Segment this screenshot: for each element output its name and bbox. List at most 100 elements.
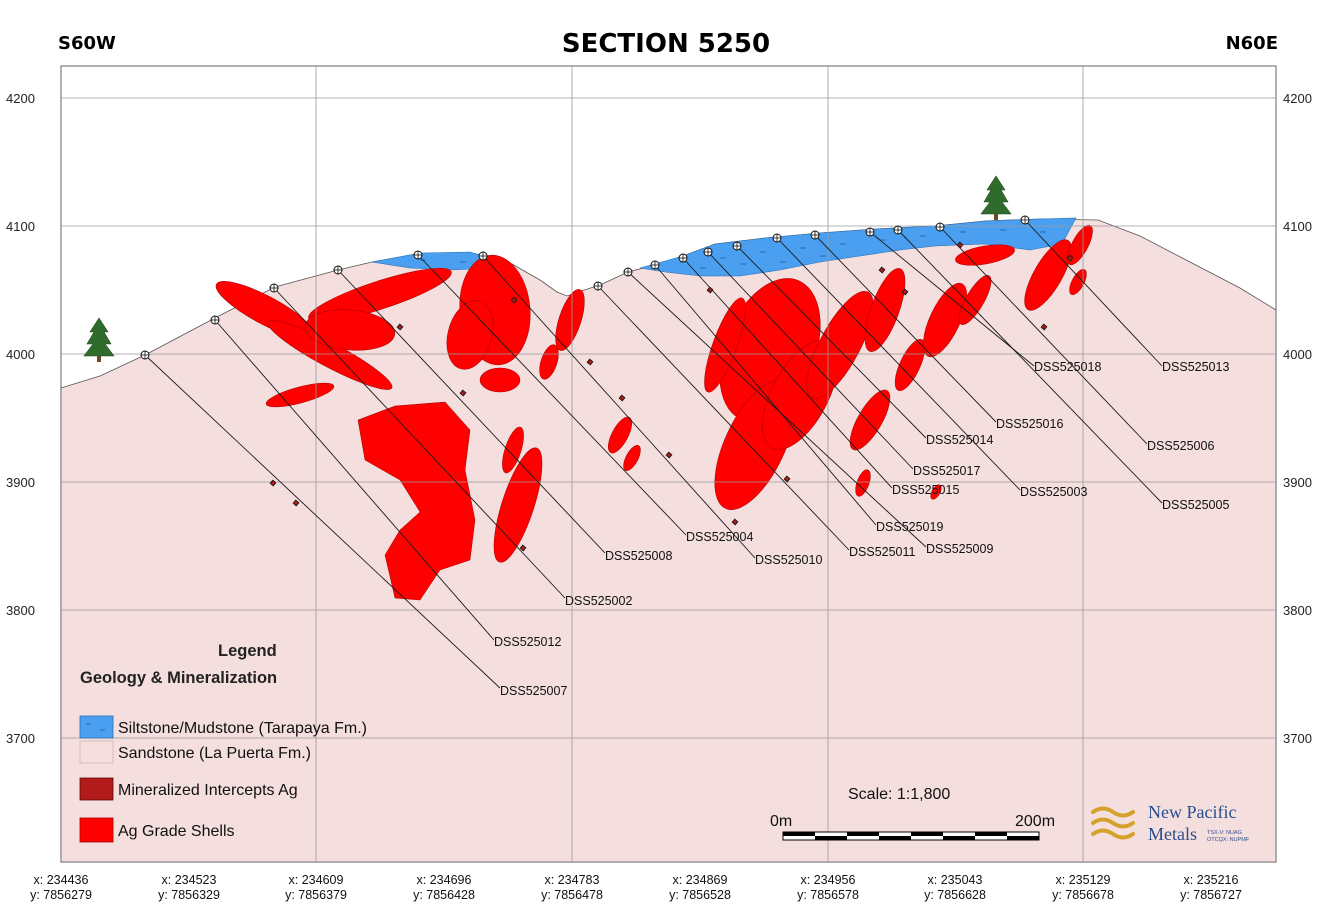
elevation-tick: 3900: [6, 475, 35, 490]
sandstone-unit: [60, 218, 1277, 863]
drillhole-label: DSS525019: [876, 520, 943, 534]
elevation-tick: 4000: [1283, 347, 1312, 362]
legend-swatch-siltstone: [79, 715, 114, 739]
elevation-tick: 4200: [6, 91, 35, 106]
drillhole-label: DSS525002: [565, 594, 632, 608]
mineralized-intercept: [618, 394, 626, 402]
drill-collar-icon: [623, 267, 633, 277]
wave-icon: [1091, 806, 1135, 840]
legend-swatch-grade-shells: [79, 817, 114, 843]
drillhole-trace: [417, 254, 687, 536]
legend-swatch-intercepts: [79, 777, 114, 801]
siltstone-dashes: [420, 229, 1046, 269]
mineralized-intercept: [665, 451, 673, 459]
drillhole-traces: [144, 219, 1163, 689]
drillhole-trace: [897, 229, 1163, 504]
drill-collar-icon: [413, 250, 423, 260]
drillhole-trace: [214, 319, 495, 641]
drill-collar-icon: [772, 233, 782, 243]
ag-grade-shells: [215, 224, 1093, 601]
coord-x: x: 234869: [673, 873, 728, 887]
drill-collar-icon: [678, 253, 688, 263]
drillhole-trace: [736, 245, 927, 439]
drill-collar-icon: [1020, 215, 1030, 225]
drillhole-label: DSS525008: [605, 549, 672, 563]
mineralized-intercept: [292, 499, 300, 507]
coord-y: y: 7856329: [158, 888, 220, 902]
drill-collar-icon: [893, 225, 903, 235]
mineralized-intercept: [956, 241, 964, 249]
coordinate-labels: x: 234436 y: 7856279 x: 234523 y: 785632…: [30, 873, 1242, 902]
drillhole-labels: DSS525007 DSS525012 DSS525002 DSS525008 …: [494, 360, 1229, 698]
drillhole-label: DSS525005: [1162, 498, 1229, 512]
elevation-tick: 3700: [6, 731, 35, 746]
coord-y: y: 7856528: [669, 888, 731, 902]
coord-x: x: 235216: [1184, 873, 1239, 887]
mineralized-intercept: [1066, 254, 1074, 262]
coord-y: y: 7856279: [30, 888, 92, 902]
elevation-tick: 3700: [1283, 731, 1312, 746]
drillhole-label: DSS525006: [1147, 439, 1214, 453]
elevation-tick: 4200: [1283, 91, 1312, 106]
company-logo: New Pacific Metals TSX-V: NUAG OTCQX: NU…: [1091, 802, 1250, 844]
legend-title: Legend: [218, 642, 277, 660]
tree-icon: [980, 175, 1012, 220]
mineralized-intercept: [731, 518, 739, 526]
drillhole-label: DSS525014: [926, 433, 993, 447]
elevation-labels-left: 4200 4100 4000 3900 3800 3700: [6, 91, 35, 746]
elevation-tick: 4000: [6, 347, 35, 362]
legend-swatch-sandstone: [79, 740, 114, 764]
legend-label-siltstone: Siltstone/Mudstone (Tarapaya Fm.): [118, 720, 367, 737]
coord-x: x: 234696: [417, 873, 472, 887]
drillhole-trace: [482, 255, 756, 559]
coord-y: y: 7856628: [924, 888, 986, 902]
drillhole-label: DSS525017: [913, 464, 980, 478]
logo-line2: Metals: [1148, 824, 1197, 844]
mineralized-intercept: [519, 544, 527, 552]
drill-collar-icon: [478, 251, 488, 261]
coord-x: x: 235043: [928, 873, 983, 887]
drillhole-label: DSS525015: [892, 483, 959, 497]
drillhole-trace: [707, 251, 914, 470]
drillhole-label: DSS525018: [1034, 360, 1101, 374]
mineralized-intercept: [510, 296, 518, 304]
legend: Legend Geology & Mineralization Siltston…: [79, 642, 367, 843]
coord-y: y: 7856578: [797, 888, 859, 902]
direction-right: N60E: [1226, 33, 1278, 54]
drillhole-trace: [627, 271, 927, 548]
legend-label-sandstone: Sandstone (La Puerta Fm.): [118, 745, 311, 762]
drillhole-label: DSS525012: [494, 635, 561, 649]
gridlines: [61, 66, 1276, 862]
coord-y: y: 7856428: [413, 888, 475, 902]
drillhole-label: DSS525004: [686, 530, 753, 544]
mineralized-intercept: [878, 266, 886, 274]
mineralized-intercept: [706, 286, 714, 294]
coord-y: y: 7856727: [1180, 888, 1242, 902]
drill-collar-icon: [140, 350, 150, 360]
scale-bar: Scale: 1:1,800 0m 200m: [770, 786, 1055, 841]
mineralized-intercept: [586, 358, 594, 366]
legend-subtitle: Geology & Mineralization: [80, 669, 277, 687]
drillhole-trace: [144, 354, 501, 689]
mineralized-intercept: [1040, 323, 1048, 331]
scale-label: Scale: 1:1,800: [848, 786, 950, 803]
coord-x: x: 234436: [34, 873, 89, 887]
coord-x: x: 234609: [289, 873, 344, 887]
drillhole-label: DSS525003: [1020, 485, 1087, 499]
drill-collar-icon: [593, 281, 603, 291]
scale-start: 0m: [770, 813, 792, 830]
drillhole-trace: [776, 237, 1021, 491]
logo-tickers: TSX-V: NUAG: [1207, 830, 1242, 836]
elevation-tick: 3900: [1283, 475, 1312, 490]
logo-tickers-2: OTCQX: NUPMF: [1207, 837, 1250, 843]
drillhole-label: DSS525009: [926, 542, 993, 556]
logo-line1: New Pacific: [1148, 802, 1236, 822]
legend-label-grade-shells: Ag Grade Shells: [118, 823, 235, 840]
drillhole-trace: [1024, 219, 1163, 367]
direction-left: S60W: [58, 33, 116, 54]
coord-y: y: 7856379: [285, 888, 347, 902]
elevation-tick: 4100: [6, 219, 35, 234]
drill-collar-icon: [333, 265, 343, 275]
mineralized-intercept: [459, 389, 467, 397]
drill-collar-icon: [810, 230, 820, 240]
